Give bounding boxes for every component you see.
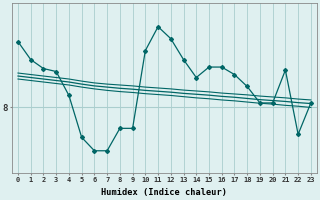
X-axis label: Humidex (Indice chaleur): Humidex (Indice chaleur): [101, 188, 228, 197]
